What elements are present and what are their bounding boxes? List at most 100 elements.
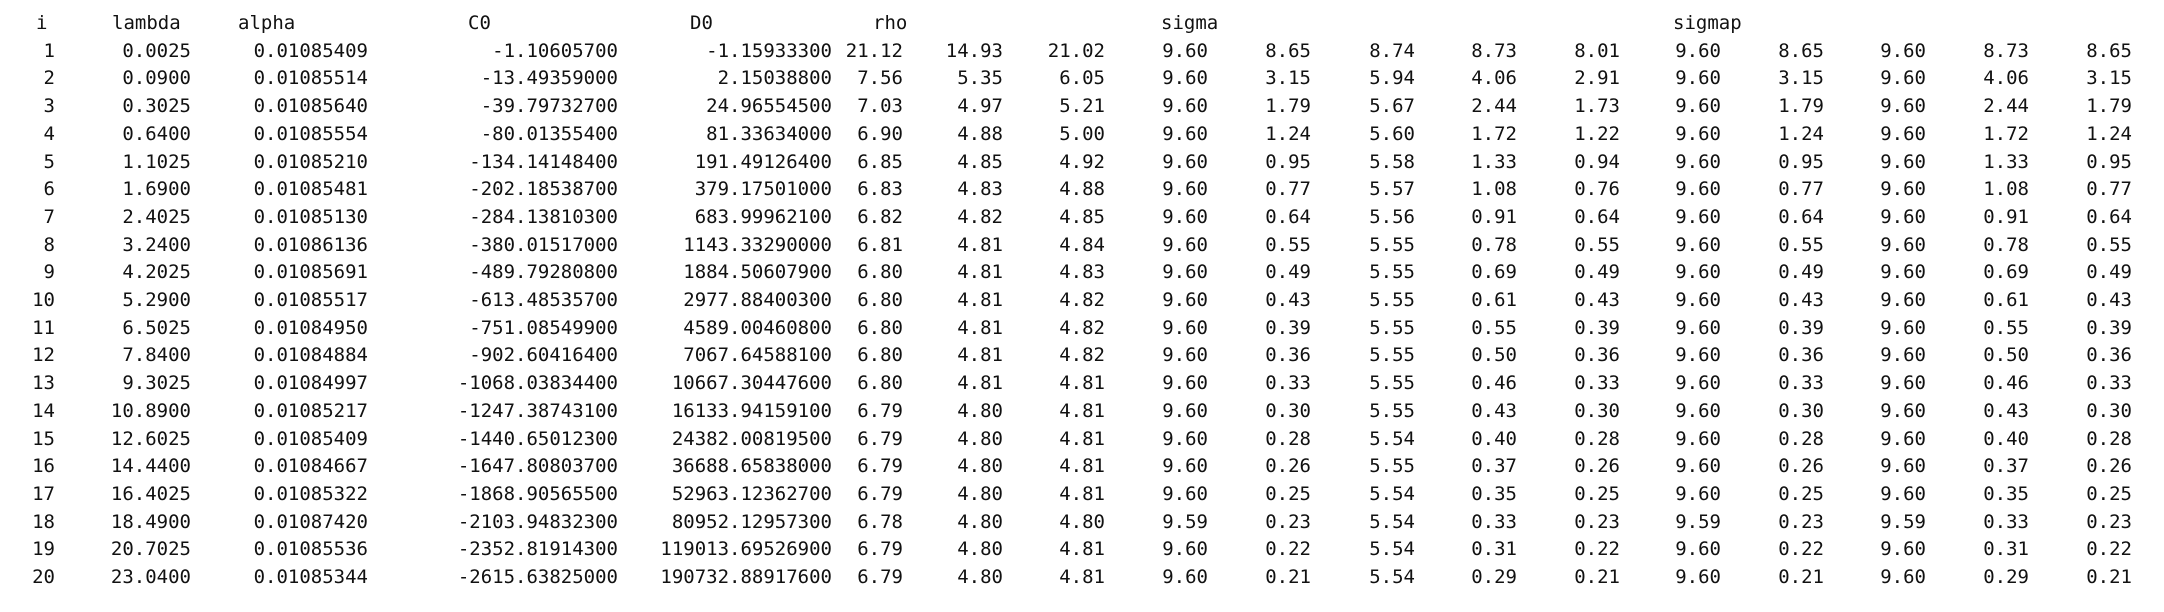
cell-c0: -202.18538700 [469,178,618,201]
cell-sigmap-2: 0.43 [1778,289,1824,312]
cell-alpha: 0.01085640 [253,95,368,118]
cell-sigma-2: 8.65 [1265,39,1311,62]
cell-sigma-5: 0.76 [1574,178,1620,201]
cell-sigma-4: 0.50 [1471,344,1517,367]
cell-d0: 10667.30447600 [671,372,832,395]
table-row: 12 7.8400 0.01084884 -902.60416400 7067.6458… [0,342,2132,370]
cell-lambda: 20.7025 [110,538,191,561]
cell-lambda: 0.6400 [122,122,191,145]
cell-rho-3: 4.81 [1059,372,1105,395]
cell-sigma-4: 0.91 [1471,205,1517,228]
cell-c0: -489.79280800 [469,261,618,284]
table-row: 13 9.3025 0.01084997 -1068.03834400 10667.30… [0,370,2132,398]
cell-d0: 36688.65838000 [671,455,832,478]
cell-rho-2: 4.80 [957,427,1003,450]
cell-sigmap-4: 8.73 [1983,39,2029,62]
cell-rho-3: 4.81 [1059,566,1105,589]
cell-sigmap-3: 9.60 [1880,39,1926,62]
cell-rho-1: 6.79 [857,566,903,589]
cell-lambda: 6.5025 [122,316,191,339]
cell-i: 12 [32,344,55,367]
cell-i: 13 [32,372,55,395]
cell-sigma-3: 5.55 [1369,316,1415,339]
cell-sigmap-1: 9.60 [1675,538,1721,561]
cell-sigma-5: 0.23 [1574,510,1620,533]
cell-rho-2: 4.81 [957,372,1003,395]
cell-sigma-5: 1.22 [1574,122,1620,145]
cell-sigma-3: 5.58 [1369,150,1415,173]
cell-sigma-4: 0.78 [1471,233,1517,256]
cell-d0: 16133.94159100 [671,399,832,422]
cell-rho-2: 4.80 [957,510,1003,533]
cell-sigmap-1: 9.59 [1675,510,1721,533]
cell-sigmap-3: 9.60 [1880,344,1926,367]
cell-rho-2: 4.80 [957,399,1003,422]
cell-alpha: 0.01085217 [253,399,368,422]
cell-sigma-4: 0.46 [1471,372,1517,395]
cell-rho-3: 4.81 [1059,427,1105,450]
cell-lambda: 9.3025 [122,372,191,395]
table-row: 5 1.1025 0.01085210 -134.14148400 191.491264… [0,149,2132,177]
cell-c0: -1440.65012300 [457,427,618,450]
cell-d0: 1143.33290000 [683,233,832,256]
cell-alpha: 0.01085481 [253,178,368,201]
cell-sigma-3: 5.55 [1369,455,1415,478]
cell-sigmap-2: 0.21 [1778,566,1824,589]
table-row: 18 18.4900 0.01087420 -2103.94832300 80952.1… [0,509,2132,537]
cell-sigmap-3: 9.60 [1880,482,1926,505]
cell-sigmap-5: 0.22 [2086,538,2132,561]
cell-sigmap-1: 9.60 [1675,316,1721,339]
table-row: 14 10.8900 0.01085217 -1247.38743100 16133.9… [0,398,2132,426]
cell-sigmap-4: 1.08 [1983,178,2029,201]
cell-sigmap-1: 9.60 [1675,95,1721,118]
cell-i: 14 [32,399,55,422]
table-row: 16 14.4400 0.01084667 -1647.80803700 36688.6… [0,453,2132,481]
cell-rho-1: 6.79 [857,482,903,505]
cell-sigma-5: 0.64 [1574,205,1620,228]
cell-sigma-2: 0.28 [1265,427,1311,450]
cell-i: 15 [32,427,55,450]
cell-alpha: 0.01084884 [253,344,368,367]
cell-rho-3: 4.83 [1059,261,1105,284]
cell-sigma-3: 5.55 [1369,289,1415,312]
cell-sigmap-4: 0.61 [1983,289,2029,312]
cell-sigma-1: 9.60 [1162,455,1208,478]
cell-d0: -1.15933300 [706,39,832,62]
cell-d0: 81.33634000 [706,122,832,145]
cell-i: 16 [32,455,55,478]
cell-alpha: 0.01085210 [253,150,368,173]
cell-sigmap-3: 9.59 [1880,510,1926,533]
cell-sigmap-4: 0.43 [1983,399,2029,422]
cell-rho-3: 4.81 [1059,455,1105,478]
cell-lambda: 2.4025 [122,205,191,228]
cell-sigmap-4: 0.35 [1983,482,2029,505]
cell-d0: 1884.50607900 [683,261,832,284]
cell-sigmap-3: 9.60 [1880,261,1926,284]
cell-sigma-1: 9.60 [1162,482,1208,505]
cell-sigmap-4: 0.78 [1983,233,2029,256]
cell-sigma-5: 0.39 [1574,316,1620,339]
cell-sigmap-2: 0.64 [1778,205,1824,228]
cell-sigmap-3: 9.60 [1880,372,1926,395]
cell-i: 20 [32,566,55,589]
cell-rho-1: 6.81 [857,233,903,256]
cell-sigmap-5: 3.15 [2086,67,2132,90]
cell-lambda: 1.6900 [122,178,191,201]
cell-sigmap-2: 0.77 [1778,178,1824,201]
cell-sigma-2: 0.77 [1265,178,1311,201]
cell-sigmap-1: 9.60 [1675,566,1721,589]
cell-sigmap-5: 8.65 [2086,39,2132,62]
table-row: 8 3.2400 0.01086136 -380.01517000 1143.33290… [0,232,2132,260]
cell-sigmap-5: 0.77 [2086,178,2132,201]
cell-rho-2: 4.80 [957,455,1003,478]
cell-c0: -1247.38743100 [457,399,618,422]
cell-rho-1: 21.12 [845,39,903,62]
cell-rho-2: 4.81 [957,233,1003,256]
cell-sigma-2: 0.21 [1265,566,1311,589]
cell-sigmap-2: 0.26 [1778,455,1824,478]
cell-sigma-5: 0.94 [1574,150,1620,173]
cell-rho-1: 6.80 [857,372,903,395]
cell-rho-2: 4.82 [957,205,1003,228]
table-row: 10 5.2900 0.01085517 -613.48535700 2977.8840… [0,287,2132,315]
cell-sigma-1: 9.60 [1162,344,1208,367]
